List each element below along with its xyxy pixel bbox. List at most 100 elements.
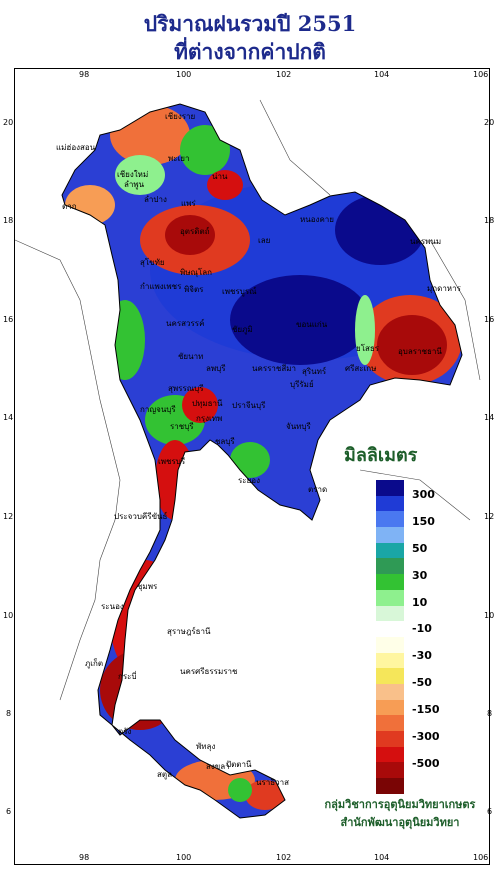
latitude-tick: 18 — [3, 216, 14, 225]
map-frame — [14, 68, 490, 865]
latitude-tick: 10 — [484, 611, 495, 620]
place-label: ชัยนาท — [178, 352, 204, 361]
legend-label: -10 — [412, 622, 432, 635]
legend-label: 300 — [412, 488, 435, 501]
place-label: แพร่ — [181, 199, 196, 208]
legend-label: -30 — [412, 649, 432, 662]
place-label: พิจิตร — [184, 285, 204, 294]
longitude-tick: 106 — [473, 70, 489, 79]
place-label: ปราจีนบุรี — [232, 401, 266, 410]
legend-swatch — [376, 699, 404, 716]
legend-swatch — [376, 715, 404, 731]
longitude-tick: 104 — [374, 853, 390, 862]
place-label: ราชบุรี — [170, 422, 194, 431]
place-label: สุพรรณบุรี — [168, 384, 204, 393]
place-label: บุรีรัมย์ — [290, 380, 314, 389]
place-label: ขอนแก่น — [296, 320, 328, 329]
longitude-tick: 100 — [176, 70, 192, 79]
legend-color-bar — [376, 480, 404, 794]
longitude-tick: 98 — [79, 70, 90, 79]
place-label: จันทบุรี — [286, 422, 311, 431]
legend-label: 50 — [412, 542, 428, 555]
place-label: สตูล — [157, 770, 172, 779]
legend-label: -50 — [412, 676, 432, 689]
place-label: นครราชสีมา — [252, 364, 296, 373]
latitude-tick: 8 — [6, 709, 12, 718]
legend-swatch — [376, 511, 404, 528]
legend-label: -300 — [412, 730, 440, 743]
place-label: กำแพงเพชร — [140, 282, 182, 291]
legend-swatch — [376, 762, 404, 779]
place-label: ระนอง — [101, 602, 124, 611]
legend-swatch — [376, 636, 404, 653]
place-label: อุบลราชธานี — [398, 347, 442, 356]
place-label: ตาก — [62, 202, 77, 211]
legend-swatch — [376, 746, 404, 763]
place-label: ลพบุรี — [206, 364, 226, 373]
latitude-tick: 6 — [487, 807, 493, 816]
legend-label: 10 — [412, 596, 428, 609]
place-label: นครสวรรค์ — [166, 319, 205, 328]
legend-title: มิลลิเมตร — [344, 445, 418, 466]
legend-swatch — [376, 668, 404, 684]
longitude-tick: 102 — [276, 853, 292, 862]
legend-swatch — [376, 574, 404, 590]
latitude-tick: 18 — [484, 216, 495, 225]
place-label: มุกดาหาร — [427, 284, 461, 293]
place-label: ภูเก็ต — [85, 659, 104, 668]
place-label: เชียงราย — [165, 112, 196, 121]
legend-swatch — [376, 589, 404, 606]
latitude-tick: 20 — [3, 118, 14, 127]
place-label: ประจวบคีรีขันธ์ — [114, 512, 168, 521]
legend-swatch — [376, 731, 404, 747]
place-label: ชัยภูมิ — [232, 325, 253, 334]
legend-swatch — [376, 480, 404, 496]
place-label: นราธิวาส — [256, 778, 290, 787]
place-label: สุโขทัย — [140, 258, 165, 267]
latitude-tick: 10 — [3, 611, 14, 620]
place-label: ตราด — [308, 485, 328, 494]
legend-swatch — [376, 621, 404, 637]
legend-swatch — [376, 527, 404, 543]
place-label: พัทลุง — [196, 742, 216, 751]
latitude-tick: 12 — [3, 512, 14, 521]
legend-label: 150 — [412, 515, 435, 528]
place-label: น่าน — [212, 172, 228, 181]
place-label: แม่ฮ่องสอน — [56, 143, 96, 152]
place-label: สงขลา — [206, 762, 230, 771]
place-label: พะเยา — [168, 154, 190, 163]
place-label: เลย — [258, 236, 271, 245]
place-label: สุราษฎร์ธานี — [167, 627, 211, 636]
place-label: กรุงเทพ — [196, 414, 223, 423]
legend-label: -150 — [412, 703, 440, 716]
place-label: ระยอง — [238, 476, 260, 485]
place-label: ลำปาง — [144, 195, 167, 204]
credit-line-1: กลุ่มวิชาการอุตุนิยมวิทยาเกษตร — [324, 798, 476, 811]
map-title: ปริมาณฝนรวมปี 2551 — [143, 11, 357, 36]
latitude-tick: 14 — [484, 413, 495, 422]
latitude-tick: 8 — [487, 709, 493, 718]
latitude-tick: 6 — [6, 807, 12, 816]
place-label: ปทุมธานี — [192, 399, 223, 408]
place-label: นครพนม — [410, 237, 442, 246]
longitude-tick: 104 — [374, 70, 390, 79]
place-label: เพชรบูรณ์ — [222, 287, 257, 296]
legend-swatch — [376, 652, 404, 669]
legend-swatch — [376, 542, 404, 559]
place-label: ศรีสะเกษ — [345, 364, 377, 373]
place-label: สุรินทร์ — [302, 367, 327, 376]
legend-swatch — [376, 778, 404, 794]
legend-swatch — [376, 605, 404, 622]
latitude-tick: 16 — [484, 315, 495, 324]
place-label: ตรัง — [118, 727, 132, 736]
place-label: พิษณุโลก — [180, 268, 213, 277]
legend-label: 30 — [412, 569, 428, 582]
longitude-tick: 106 — [473, 853, 489, 862]
place-label: เพชรบุรี — [158, 457, 186, 466]
map-subtitle: ที่ต่างจากค่าปกติ — [174, 39, 326, 64]
place-label: ยโสธร — [356, 344, 380, 353]
place-label: อุตรดิตถ์ — [180, 227, 210, 236]
place-label: เชียงใหม่ — [117, 170, 149, 179]
latitude-tick: 14 — [3, 413, 14, 422]
place-label: นครศรีธรรมราช — [180, 667, 238, 676]
